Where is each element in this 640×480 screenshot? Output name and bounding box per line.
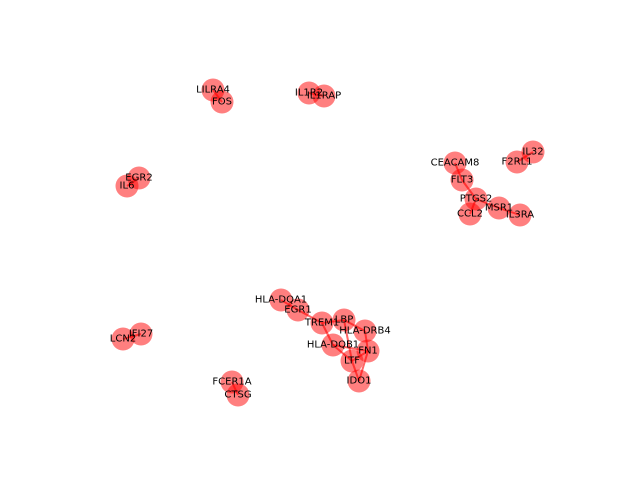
node-label-lilra4: LILRA4 (196, 85, 230, 96)
node-label-hla-dqb1: HLA-DQB1 (307, 340, 359, 351)
node-ifi27[interactable] (129, 322, 153, 346)
node-label-ceacam8: CEACAM8 (431, 158, 480, 169)
node-label-trem1: TREM1 (304, 318, 339, 329)
node-label-ccl2: CCL2 (457, 209, 483, 220)
node-label-il3ra: IL3RA (506, 210, 534, 221)
node-label-fcer1a: FCER1A (212, 377, 251, 388)
node-label-lbp: LBP (335, 315, 353, 326)
node-hla-drb4[interactable] (353, 319, 377, 343)
node-label-msr1: MSR1 (485, 203, 513, 214)
node-label-hla-drb4: HLA-DRB4 (339, 326, 390, 337)
node-lbp[interactable] (332, 308, 356, 332)
node-lcn2[interactable] (111, 327, 135, 351)
node-f2rl1[interactable] (505, 150, 529, 174)
node-il6[interactable] (115, 174, 139, 198)
node-label-fos: FOS (212, 97, 232, 108)
node-label-ido1: IDO1 (347, 376, 372, 387)
node-label-f2rl1: F2RL1 (502, 157, 533, 168)
node-layer (111, 78, 545, 407)
node-trem1[interactable] (310, 311, 334, 335)
node-ccl2[interactable] (458, 202, 482, 226)
node-ido1[interactable] (347, 369, 371, 393)
node-label-il1r2: IL1R2 (295, 88, 323, 99)
node-label-ltf: LTF (344, 356, 360, 367)
node-hla-dqb1[interactable] (321, 333, 345, 357)
node-label-il6: IL6 (120, 181, 135, 192)
node-label-egr1: EGR1 (284, 305, 311, 316)
node-label-ifi27: IFI27 (129, 329, 153, 340)
node-hla-dqa1[interactable] (269, 288, 293, 312)
node-label-flt3: FLT3 (451, 175, 473, 186)
node-ctsg[interactable] (226, 383, 250, 407)
node-fos[interactable] (210, 90, 234, 114)
node-label-egr2: EGR2 (125, 173, 152, 184)
node-label-il32: IL32 (522, 147, 543, 158)
node-flt3[interactable] (450, 168, 474, 192)
node-label-ptgs2: PTGS2 (460, 194, 493, 205)
node-il3ra[interactable] (508, 203, 532, 227)
node-il1rap[interactable] (312, 84, 336, 108)
node-label-il1rap: IL1RAP (307, 91, 341, 102)
node-label-fn1: FN1 (358, 346, 378, 357)
node-egr1[interactable] (286, 298, 310, 322)
node-ltf[interactable] (340, 349, 364, 373)
node-label-ctsg: CTSG (224, 390, 251, 401)
node-label-lcn2: LCN2 (110, 334, 136, 345)
node-label-hla-dqa1: HLA-DQA1 (255, 295, 307, 306)
node-msr1[interactable] (487, 196, 511, 220)
